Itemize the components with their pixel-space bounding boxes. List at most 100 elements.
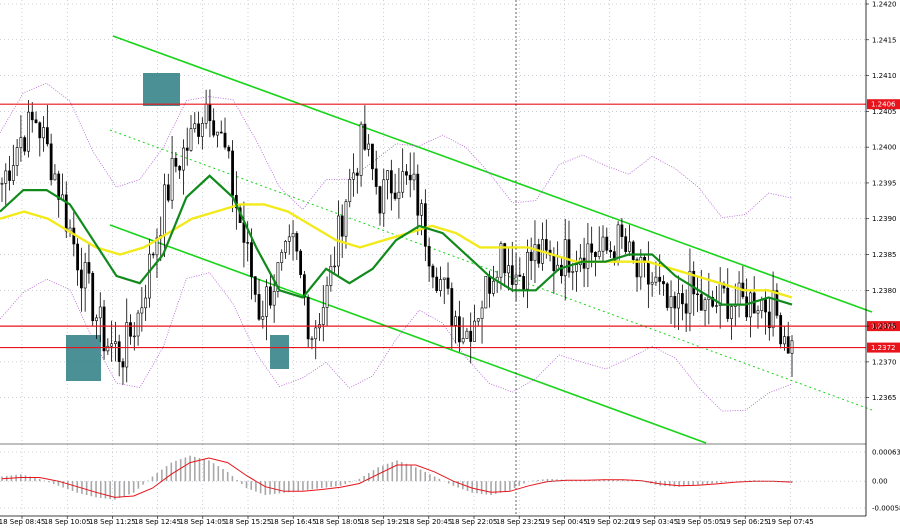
candle-body	[401, 171, 405, 193]
price-tick-label: 1.2370	[872, 358, 897, 366]
bollinger-lower	[0, 272, 793, 412]
candle-body	[182, 147, 185, 171]
candle-body	[442, 277, 446, 280]
candle-body	[23, 137, 27, 152]
time-tick-label: 19 Sep 05:05	[677, 518, 724, 526]
candle-body	[760, 299, 764, 311]
candle-body	[522, 276, 526, 290]
candle-body	[340, 215, 344, 237]
candle-body	[628, 241, 631, 252]
candle-body	[393, 192, 397, 199]
candle-body	[57, 173, 61, 200]
candle-body	[476, 318, 480, 322]
candle-body	[246, 242, 250, 244]
candle-body	[480, 307, 484, 319]
candle-body	[212, 120, 216, 136]
candle-body	[49, 143, 53, 181]
price-tick-label: 1.2380	[872, 287, 897, 295]
candle-body	[488, 276, 492, 294]
candle-body	[276, 262, 280, 292]
candle-body	[299, 250, 303, 275]
candle-body	[431, 265, 435, 278]
candle-body	[163, 184, 166, 236]
candle-body	[726, 287, 730, 319]
candle-body	[669, 296, 673, 308]
candle-body	[484, 276, 488, 309]
candle-body	[261, 316, 265, 320]
channel-lower	[109, 224, 707, 444]
candle-body	[552, 254, 556, 271]
candle-body	[200, 122, 204, 137]
candle-body	[34, 119, 38, 124]
price-tick-label: 1.2390	[872, 215, 897, 223]
candle-body	[560, 264, 563, 277]
sma-slow-line	[0, 203, 793, 299]
candle-body	[703, 299, 707, 311]
candle-body	[575, 264, 578, 272]
bollinger-upper	[0, 82, 793, 219]
candle-body	[749, 292, 752, 318]
candle-body	[688, 270, 692, 314]
candle-body	[367, 143, 371, 150]
candle-body	[27, 111, 30, 152]
candle-body	[42, 127, 45, 139]
time-tick-label: 18 Sep 23:25	[496, 518, 543, 526]
candle-body	[110, 343, 114, 347]
highlight-box-high	[143, 73, 180, 106]
candle-body	[355, 172, 359, 176]
candle-body	[680, 293, 684, 305]
candle-body	[715, 305, 718, 307]
candle-body	[87, 262, 91, 274]
price-tick-label: 1.2385	[872, 251, 897, 259]
candle-body	[374, 168, 378, 187]
candle-body	[601, 236, 605, 252]
time-tick-label: 19 Sep 06:25	[722, 518, 769, 526]
price-tick-label: 1.2420	[872, 1, 897, 9]
macd-panel	[1, 455, 793, 500]
candle-body	[344, 201, 348, 237]
candle-body	[582, 257, 586, 269]
level-tag-label: 1.2375	[871, 323, 896, 331]
candle-body	[314, 327, 318, 340]
candle-body	[533, 244, 537, 261]
candle-body	[503, 243, 507, 274]
candle-body	[510, 265, 514, 285]
moving-averages	[0, 174, 793, 306]
candle-body	[329, 266, 333, 286]
candle-body	[144, 297, 148, 309]
candle-body	[775, 290, 779, 316]
level-tag	[867, 342, 900, 353]
candle-body	[446, 277, 450, 289]
bollinger-bands	[0, 82, 793, 412]
candle-body	[204, 103, 208, 124]
candle-body	[518, 274, 522, 277]
candle-body	[151, 253, 155, 256]
candle-body	[280, 252, 284, 263]
candle-body	[291, 233, 295, 238]
candle-body	[662, 281, 665, 285]
candle-body	[253, 276, 257, 295]
candle-body	[132, 335, 136, 338]
candle-body	[310, 338, 314, 340]
candle-body	[586, 243, 590, 269]
candle-body	[242, 222, 246, 243]
candle-body	[371, 143, 374, 170]
candle-body	[174, 157, 178, 167]
candle-body	[764, 299, 767, 313]
time-tick-label: 18 Sep 11:25	[89, 518, 136, 526]
time-tick-label: 18 Sep 20:45	[405, 518, 452, 526]
candle-body	[231, 150, 234, 196]
time-tick-label: 18 Sep 19:25	[360, 518, 407, 526]
candle-body	[250, 242, 253, 277]
candle-body	[786, 336, 790, 354]
price-tick-label: 1.2405	[872, 108, 897, 116]
candle-body	[420, 203, 423, 216]
candle-body	[333, 265, 337, 268]
highlight-box-low-2	[270, 335, 289, 369]
candle-body	[95, 317, 98, 322]
candle-body	[98, 306, 102, 319]
candle-body	[537, 244, 541, 264]
candle-body	[178, 166, 182, 171]
candle-body	[620, 224, 624, 237]
